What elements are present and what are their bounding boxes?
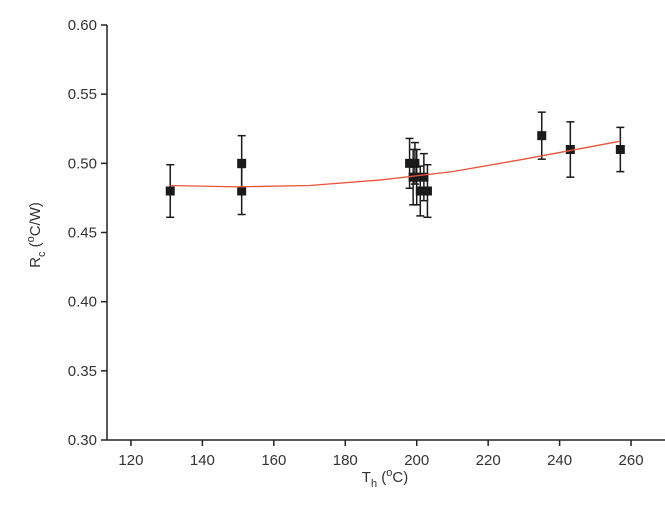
point (565, 145, 575, 154)
x-tick-label: 200 (404, 452, 429, 469)
y-tick-label: 0.40 (68, 294, 97, 311)
x-tick-label: 260 (619, 452, 644, 469)
y-label-sub: c (36, 251, 48, 257)
x-tick-label: 240 (547, 452, 572, 469)
x-label-sub: h (371, 478, 377, 490)
y-tick-label: 0.55 (68, 86, 97, 103)
x-label-sup: o (386, 467, 392, 479)
y-label-main: R (27, 257, 44, 268)
y-tick-label: 0.30 (68, 432, 97, 449)
x-tick-label: 220 (476, 452, 501, 469)
y-label-sup: o (25, 236, 37, 242)
x-label-main: T (362, 469, 371, 486)
y-label-pre: ( (27, 242, 44, 251)
point (615, 145, 625, 154)
point (165, 186, 175, 196)
point (237, 158, 247, 168)
point (412, 172, 422, 182)
point (415, 186, 425, 196)
x-tick-label: 120 (118, 452, 143, 469)
x-label-post: C) (392, 469, 408, 486)
y-axis-label: Rc (oC/W) (25, 202, 48, 268)
y-tick-label: 0.50 (68, 155, 97, 172)
y-tick-label: 0.45 (68, 225, 97, 242)
x-tick-label: 140 (190, 452, 215, 469)
x-axis-label: Th (oC) (362, 467, 408, 490)
point (422, 186, 432, 196)
point (410, 158, 420, 168)
point (419, 172, 429, 182)
point (537, 131, 547, 141)
y-tick-label: 0.60 (68, 17, 97, 34)
x-label-pre: ( (377, 469, 386, 486)
point (405, 158, 415, 168)
fit-line (170, 140, 621, 188)
x-tick-label: 180 (333, 452, 358, 469)
y-tick-label: 0.35 (68, 363, 97, 380)
y-label-post: C/W) (27, 202, 44, 236)
x-tick-label: 160 (261, 452, 286, 469)
